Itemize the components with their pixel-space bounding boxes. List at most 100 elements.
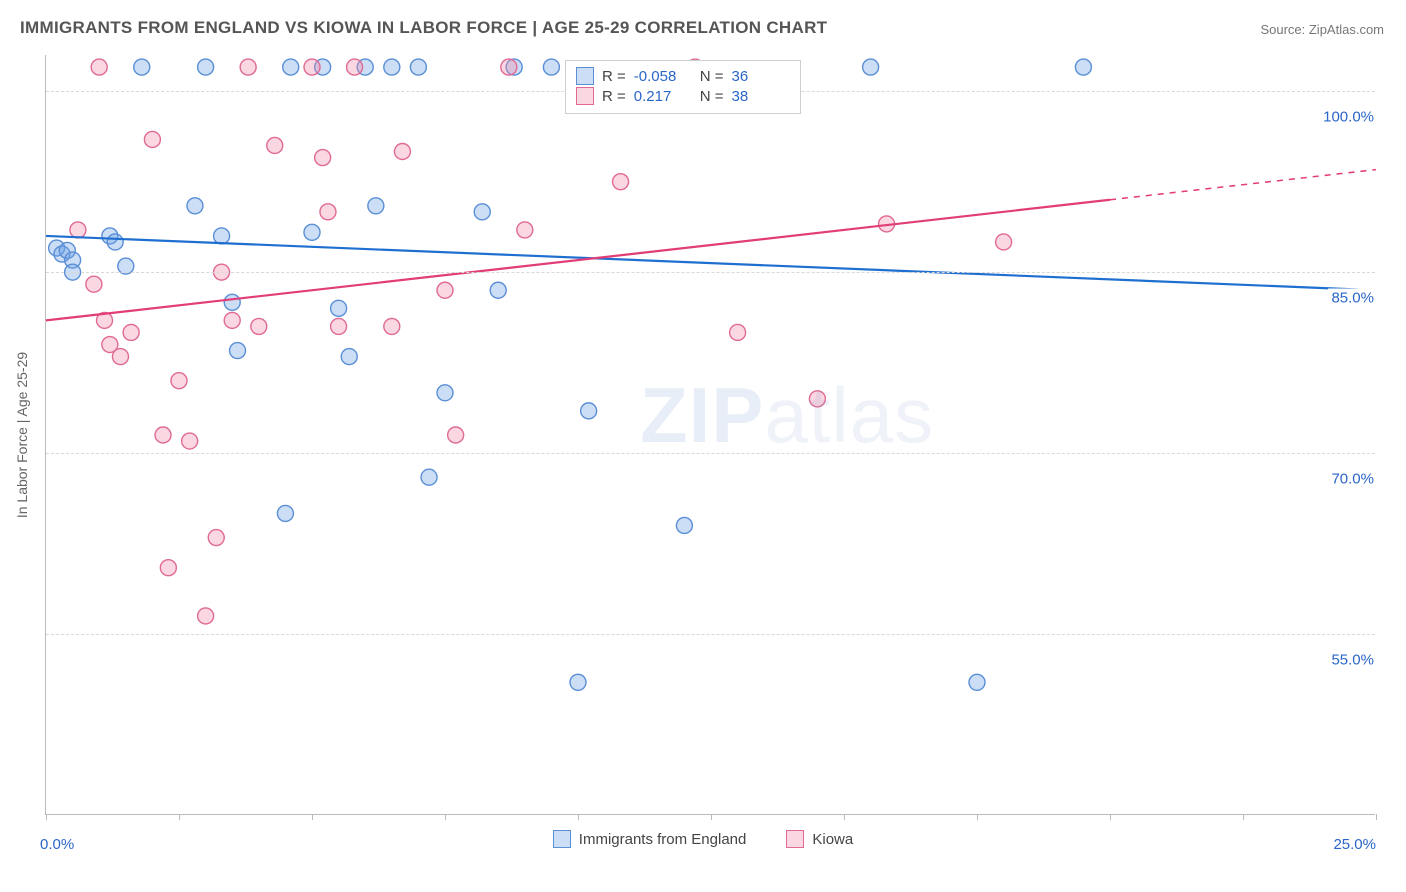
data-point	[384, 59, 400, 75]
data-point	[421, 469, 437, 485]
legend-stats-row: R = 0.217 N = 38	[576, 87, 790, 105]
stat-n-value: 38	[732, 88, 790, 105]
y-axis-tick-label: 85.0%	[1328, 289, 1377, 308]
x-axis-tick	[445, 814, 446, 820]
data-point	[570, 674, 586, 690]
data-point	[410, 59, 426, 75]
data-point	[160, 560, 176, 576]
data-point	[155, 427, 171, 443]
legend-bottom: Immigrants from England Kiowa	[0, 830, 1406, 848]
legend-swatch	[786, 830, 804, 848]
data-point	[198, 59, 214, 75]
data-point	[517, 222, 533, 238]
data-point	[448, 427, 464, 443]
data-point	[123, 324, 139, 340]
data-point	[501, 59, 517, 75]
legend-swatch	[553, 830, 571, 848]
data-point	[224, 312, 240, 328]
regression-line	[46, 200, 1110, 321]
source-label: Source: ZipAtlas.com	[1260, 22, 1384, 37]
stat-r-label: R =	[602, 88, 626, 105]
data-point	[384, 318, 400, 334]
x-axis-tick	[312, 814, 313, 820]
data-point	[304, 59, 320, 75]
data-point	[730, 324, 746, 340]
data-point	[144, 131, 160, 147]
stat-n-label: N =	[700, 68, 724, 85]
data-point	[214, 228, 230, 244]
data-point	[304, 224, 320, 240]
legend-item: Immigrants from England	[553, 830, 747, 848]
data-point	[70, 222, 86, 238]
x-axis-tick	[711, 814, 712, 820]
legend-item-label: Immigrants from England	[579, 831, 747, 848]
data-point	[208, 530, 224, 546]
data-point	[331, 300, 347, 316]
data-point	[315, 150, 331, 166]
data-point	[86, 276, 102, 292]
data-point	[543, 59, 559, 75]
data-point	[676, 517, 692, 533]
y-axis-tick-label: 70.0%	[1328, 470, 1377, 489]
data-point	[251, 318, 267, 334]
y-axis-tick-label: 55.0%	[1328, 651, 1377, 670]
data-point	[320, 204, 336, 220]
data-point	[277, 505, 293, 521]
data-point	[490, 282, 506, 298]
legend-swatch	[576, 87, 594, 105]
legend-stats-box: R = -0.058 N = 36 R = 0.217 N = 38	[565, 60, 801, 114]
x-axis-tick	[46, 814, 47, 820]
data-point	[91, 59, 107, 75]
data-point	[224, 294, 240, 310]
data-point	[267, 137, 283, 153]
data-point	[394, 144, 410, 160]
stat-r-label: R =	[602, 68, 626, 85]
y-axis-title: In Labor Force | Age 25-29	[14, 352, 30, 518]
x-axis-tick	[844, 814, 845, 820]
data-point	[347, 59, 363, 75]
data-point	[474, 204, 490, 220]
regression-line-extrapolated	[1110, 170, 1376, 200]
x-axis-tick	[977, 814, 978, 820]
data-point	[134, 59, 150, 75]
data-point	[368, 198, 384, 214]
data-point	[331, 318, 347, 334]
data-point	[187, 198, 203, 214]
stat-r-value: -0.058	[634, 68, 692, 85]
data-point	[283, 59, 299, 75]
data-point	[863, 59, 879, 75]
plot-svg	[46, 55, 1376, 815]
x-axis-tick	[1376, 814, 1377, 820]
data-point	[969, 674, 985, 690]
x-axis-tick	[1243, 814, 1244, 820]
data-point	[1075, 59, 1091, 75]
stat-n-label: N =	[700, 88, 724, 105]
data-point	[107, 234, 123, 250]
legend-swatch	[576, 67, 594, 85]
data-point	[613, 174, 629, 190]
stat-n-value: 36	[732, 68, 790, 85]
legend-item: Kiowa	[786, 830, 853, 848]
x-axis-tick	[578, 814, 579, 820]
data-point	[240, 59, 256, 75]
legend-item-label: Kiowa	[812, 831, 853, 848]
data-point	[230, 343, 246, 359]
x-axis-tick	[1110, 814, 1111, 820]
data-point	[198, 608, 214, 624]
x-axis-tick	[179, 814, 180, 820]
plot-area: 55.0% 70.0% 85.0% 100.0%	[45, 55, 1375, 815]
gridline	[46, 634, 1375, 635]
stat-r-value: 0.217	[634, 88, 692, 105]
data-point	[182, 433, 198, 449]
legend-stats-row: R = -0.058 N = 36	[576, 67, 790, 85]
data-point	[112, 349, 128, 365]
y-axis-tick-label: 100.0%	[1320, 108, 1377, 127]
gridline	[46, 453, 1375, 454]
data-point	[809, 391, 825, 407]
data-point	[437, 385, 453, 401]
gridline	[46, 272, 1375, 273]
data-point	[996, 234, 1012, 250]
data-point	[437, 282, 453, 298]
chart-title: IMMIGRANTS FROM ENGLAND VS KIOWA IN LABO…	[20, 18, 827, 38]
data-point	[341, 349, 357, 365]
